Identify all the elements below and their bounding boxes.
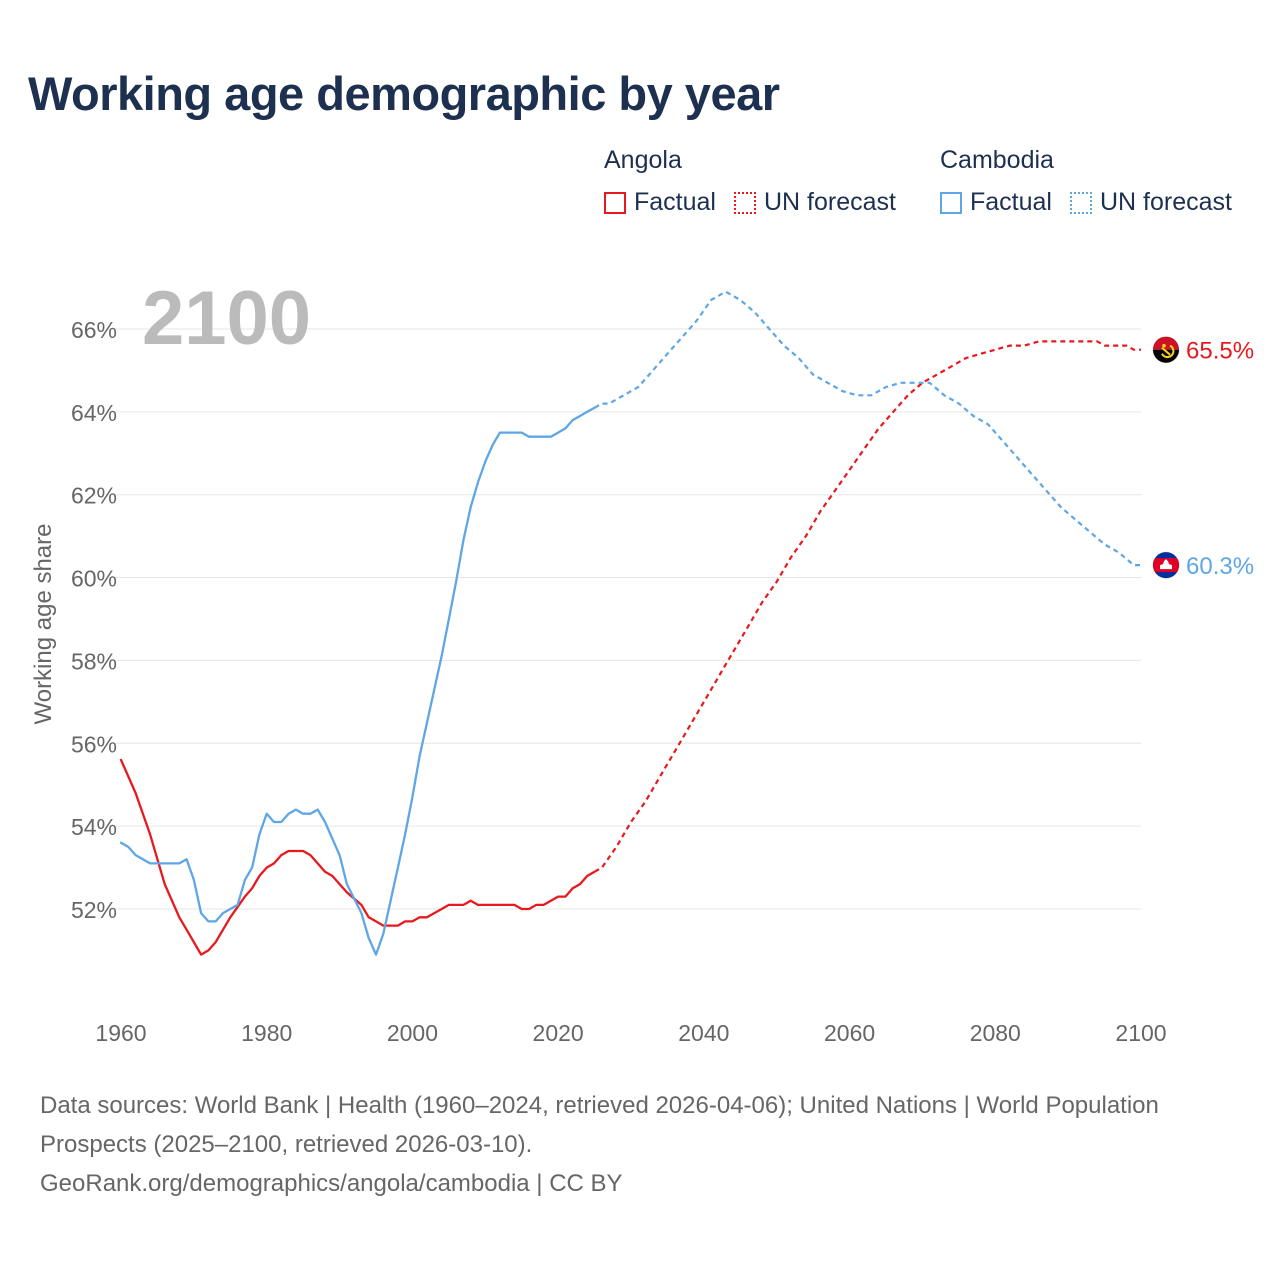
cambodia-forecast-line[interactable] (594, 290, 1141, 567)
y-tick-label: 56% (71, 731, 117, 757)
y-tick-label: 60% (71, 566, 117, 592)
cambodia-end-value-label: 60.3% (1186, 553, 1254, 580)
x-tick-label: 2040 (678, 1020, 729, 1046)
cambodia-flag-icon (1152, 551, 1180, 579)
x-tick-label: 2100 (1115, 1020, 1166, 1046)
y-tick-label: 54% (71, 814, 117, 840)
x-tick-label: 1960 (95, 1020, 146, 1046)
x-tick-label: 2060 (824, 1020, 875, 1046)
x-tick-label: 2000 (387, 1020, 438, 1046)
series (119, 290, 1141, 956)
legend-label-cambodia-forecast: UN forecast (1099, 188, 1232, 216)
legend-label-angola-forecast: UN forecast (763, 188, 896, 216)
legend-swatch-angola-forecast (733, 191, 756, 214)
x-tick-label: 2020 (533, 1020, 584, 1046)
x-tick-label: 2080 (970, 1020, 1021, 1046)
angola-forecast-line[interactable] (594, 340, 1141, 873)
attribution-link[interactable]: GeoRank.org/demographics/angola/cambodia… (40, 1170, 623, 1197)
y-tick-label: 66% (71, 317, 117, 343)
chart-title: Working age demographic by year (28, 67, 780, 120)
x-tick-label: 1980 (241, 1020, 292, 1046)
legend-group-angola: Angola Factual UN forecast (604, 146, 896, 217)
legend-cambodia-forecast[interactable]: UN forecast (1069, 188, 1232, 217)
y-tick-label: 58% (71, 648, 117, 674)
legend-country-angola: Angola (604, 146, 682, 174)
cambodia-factual-line[interactable] (119, 406, 596, 956)
legend-swatch-angola-factual (604, 191, 626, 214)
end-markers: 65.5% 60.3% (1152, 336, 1254, 580)
legend-swatch-cambodia-factual (940, 191, 962, 214)
x-axis: 1960 1980 2000 2020 2040 2060 2080 2100 (95, 1020, 1166, 1046)
grid (113, 328, 1141, 910)
y-axis: 52% 54% 56% 58% 60% 62% 64% 66% (71, 317, 117, 923)
y-axis-title: Working age share (30, 524, 57, 725)
y-tick-label: 52% (71, 897, 117, 923)
data-sources-text: Data sources: World Bank | Health (1960–… (40, 1092, 1159, 1158)
legend-angola-factual[interactable]: Factual (604, 188, 716, 217)
angola-factual-line[interactable] (119, 758, 596, 956)
legend-swatch-cambodia-forecast (1069, 191, 1092, 214)
legend-cambodia-factual[interactable]: Factual (940, 188, 1052, 217)
legend-label-cambodia-factual: Factual (970, 188, 1052, 216)
y-tick-label: 62% (71, 483, 117, 509)
legend-angola-forecast[interactable]: UN forecast (733, 188, 896, 217)
current-year-label: 2100 (142, 276, 311, 361)
legend-country-cambodia: Cambodia (940, 146, 1054, 174)
line-chart: 2100 52% 54% 56% 58% 60% 62% 64% 66% 1960 1980 20… (30, 276, 1254, 1046)
legend-group-cambodia: Cambodia Factual UN forecast (940, 146, 1232, 217)
legend-label-angola-factual: Factual (634, 188, 716, 216)
angola-end-value-label: 65.5% (1186, 338, 1254, 365)
angola-flag-icon (1152, 336, 1180, 364)
footer: Data sources: World Bank | Health (1960–… (40, 1086, 1220, 1203)
y-tick-label: 64% (71, 400, 117, 426)
